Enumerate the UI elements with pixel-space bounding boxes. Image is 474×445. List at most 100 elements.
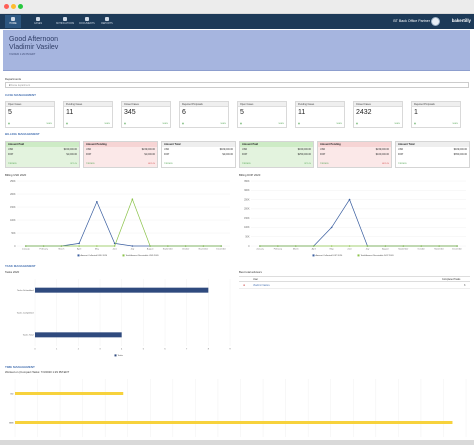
case-card[interactable]: Pending Cases 11 ▦ 100% (295, 101, 345, 128)
nav-home[interactable]: HOME (5, 15, 21, 28)
nav-notifications[interactable]: NOTIFICATIONS (55, 15, 75, 28)
user-avatar[interactable] (431, 17, 440, 26)
task-management-heading: TASK MANAGEMENT (5, 264, 36, 268)
departments-select[interactable]: Choose department ▾ (5, 82, 469, 88)
nav-documents[interactable]: DOCUMENTS (78, 15, 96, 28)
data-point (348, 245, 351, 247)
billing-card[interactable]: Amount Pending USD $249,000.00 DOP $1,000.00… (83, 141, 158, 168)
x-tick-label: September (398, 248, 408, 251)
nav-cases[interactable]: CASES (30, 15, 46, 28)
data-point (294, 245, 297, 247)
billing-currency: DOP (320, 153, 326, 156)
billing-currency: USD (320, 148, 326, 151)
case-card[interactable]: Open Cases 5 ▦ 100% (5, 101, 55, 128)
data-point (131, 245, 134, 247)
chevron-down-icon: ▾ (9, 84, 11, 87)
cases-icon (36, 17, 40, 21)
billing-usd-chart: 0 50K 100K 150K 200K 250K January February March… (5, 178, 234, 262)
y-tick-label: Tasks Completed (17, 311, 35, 314)
data-point (60, 245, 63, 247)
billing-row: DOP $350,000.00 (396, 153, 469, 157)
x-tick-label: November (434, 248, 444, 251)
x-tick-label: July (131, 249, 136, 251)
data-point (202, 245, 205, 247)
case-card[interactable]: Rejected Proposals 1 ▦ 100% (411, 101, 461, 128)
billing-dop-title: Billing DOP 2020 (239, 173, 261, 177)
x-tick-label: 7 (186, 349, 188, 351)
line-chart-svg: 0 50K 100K 150K 200K 250K 300K 350K January Febru… (244, 180, 466, 257)
billing-card-label: Amount Pending (84, 142, 157, 147)
x-tick-label: June (347, 249, 352, 251)
advisor-name[interactable]: Vladimir Vasilev (253, 284, 270, 287)
case-card-percent: 100% (104, 123, 110, 125)
x-tick-label: March (58, 248, 65, 251)
data-point (184, 245, 187, 247)
billing-management-heading: BILLING MANAGEMENT (5, 132, 40, 136)
billing-card[interactable]: Amount Total USD $409,000.00 DOP $350,000.00… (395, 141, 470, 168)
x-tick-label: 2 (78, 349, 80, 351)
close-window-icon[interactable] (4, 4, 9, 9)
x-tick-label: May (330, 249, 335, 251)
advisors-table-header: User Completed Tasks (239, 276, 470, 282)
calendar-icon: ▦ (356, 123, 359, 125)
billing-card[interactable]: Amount Total USD $409,000.00 DOP $2,000.00 7/… (161, 141, 236, 168)
case-card[interactable]: Rejected Proposals 6 ▦ 100% (179, 101, 229, 128)
bar (15, 392, 124, 395)
billing-row: DOP $250,000.00 (240, 153, 313, 157)
data-point (131, 198, 134, 200)
billing-card-date: 7/3/2020 (242, 163, 251, 165)
y-tick-label: 150K (244, 218, 250, 220)
case-card-label: Pending Cases (296, 102, 344, 107)
case-card[interactable]: Closed Cases 2432 ▦ 100% (353, 101, 403, 128)
billing-card[interactable]: Amount Paid USD $160,000.00 DOP $250,000.00 7… (239, 141, 314, 168)
maximize-window-icon[interactable] (18, 4, 23, 9)
case-card-percent: 100% (162, 123, 168, 125)
table-row[interactable]: ♛ Vladimir Vasilev 3 (239, 283, 470, 289)
data-point (113, 242, 116, 245)
x-tick-label: 6 (164, 349, 166, 351)
billing-row: USD $160,000.00 (240, 148, 313, 152)
data-point (330, 226, 333, 229)
billing-card-date: 7/3/2020 (86, 163, 95, 165)
greeting-text: Good Afternoon (9, 36, 59, 43)
y-tick-label: 50K (11, 233, 16, 235)
case-card[interactable]: Pending Cases 11 ▦ 100% (63, 101, 113, 128)
billing-currency: USD (164, 148, 170, 151)
x-tick-label: 0 (34, 349, 36, 351)
calendar-icon: ▦ (298, 123, 301, 125)
billing-currency: DOP (8, 153, 14, 156)
billing-row: DOP $1,000.00 (84, 153, 157, 157)
billing-amount: $409,000.00 (219, 148, 233, 151)
x-tick-label: January (22, 248, 30, 251)
case-card[interactable]: Closed Cases 345 ▦ 100% (121, 101, 171, 128)
billing-amount: $350,000.00 (453, 153, 467, 156)
x-tick-label: December (452, 248, 462, 251)
home-icon (11, 17, 15, 21)
x-tick-label: August (382, 248, 389, 251)
billing-usd-title: Billing USD 2020 (5, 173, 27, 177)
billing-currency: USD (86, 148, 92, 151)
billing-dop-chart: 0 50K 100K 150K 200K 250K 300K 350K January Febru… (239, 178, 470, 262)
reports-icon (105, 17, 109, 21)
billing-amount: $100,000.00 (375, 153, 389, 156)
tasks-title: Tasks 2020 (5, 270, 20, 274)
minimize-window-icon[interactable] (11, 4, 16, 9)
nav-reports[interactable]: REPORTS (99, 15, 115, 28)
billing-card-date: 7/3/2020 (8, 163, 17, 165)
calendar-icon: ▦ (124, 123, 127, 125)
bar (15, 421, 453, 424)
data-point (78, 245, 80, 247)
y-tick-label: BBB (9, 422, 14, 424)
footer-bar (0, 440, 474, 445)
y-tick-label: 0 (14, 246, 16, 248)
billing-card[interactable]: Amount Paid USD $160,000.00 DOP $1,000.00 7/3… (5, 141, 80, 168)
billing-card-date: 7/3/2020 (320, 163, 329, 165)
billing-card[interactable]: Amount Pending USD $249,000.00 DOP $100,000.… (317, 141, 392, 168)
billing-card-label: Amount Total (396, 142, 469, 147)
legend-swatch (122, 254, 125, 257)
partner-name[interactable]: BT Back Office Partner (393, 19, 430, 23)
billing-card-percent: 62.5 % (382, 163, 389, 165)
calendar-icon: ▦ (8, 123, 11, 125)
case-card[interactable]: Open Cases 5 ▦ 100% (237, 101, 287, 128)
